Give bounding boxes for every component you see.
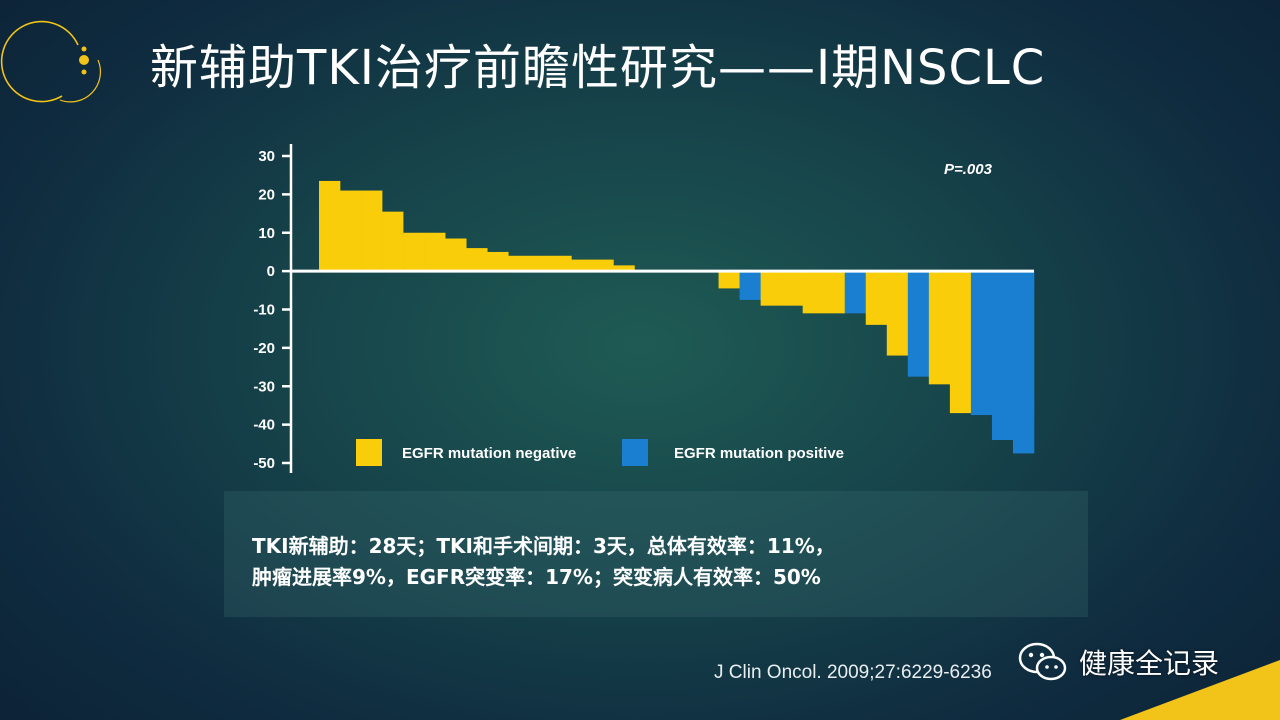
wechat-icon — [1018, 642, 1067, 681]
bar-negative — [613, 265, 635, 272]
summary-box — [224, 491, 1088, 617]
bar-negative — [760, 271, 782, 306]
bars-layer — [319, 180, 1035, 454]
legend-swatch-negative — [356, 439, 382, 466]
bar-negative — [424, 232, 446, 272]
bar-negative — [865, 271, 888, 325]
y-tick-label: 10 — [258, 225, 275, 242]
bar-negative — [319, 180, 341, 272]
bar-negative — [949, 271, 972, 414]
y-tick-label: 30 — [258, 148, 275, 165]
y-tick-label: -40 — [253, 417, 275, 434]
legend-label-negative: EGFR mutation negative — [402, 445, 576, 462]
bar-negative — [382, 211, 404, 272]
bar-positive — [907, 271, 930, 377]
bar-negative — [571, 259, 593, 272]
bar-negative — [802, 271, 825, 314]
summary-line-1: TKI新辅助：28天；TKI和手术间期：3天，总体有效率：11%， — [252, 534, 835, 558]
bar-negative — [403, 232, 425, 272]
bar-negative — [361, 190, 383, 272]
y-tick-label: 0 — [267, 263, 275, 280]
bar-negative — [928, 271, 951, 385]
citation: J Clin Oncol. 2009;27:6229-6236 — [714, 662, 992, 683]
bar-negative — [529, 255, 551, 272]
bar-positive — [1012, 271, 1035, 454]
y-tick-label: -30 — [253, 378, 275, 395]
bar-negative — [886, 271, 909, 356]
bar-negative — [445, 238, 467, 272]
y-tick-label: 20 — [258, 186, 275, 203]
bar-negative — [550, 255, 572, 272]
y-axis: 30 20 10 0 -10 -20 -30 -40 -50 — [253, 144, 293, 473]
bar-negative — [466, 248, 488, 272]
watermark-text: 健康全记录 — [1079, 647, 1220, 680]
bar-negative — [340, 190, 362, 272]
chart-legend: EGFR mutation negative EGFR mutation pos… — [356, 439, 844, 466]
slide-title: 新辅助TKI治疗前瞻性研究——I期NSCLC — [150, 40, 1046, 96]
bar-negative — [487, 251, 509, 272]
p-value-annotation: P=.003 — [944, 161, 993, 178]
bar-positive — [739, 271, 761, 300]
slide-logo — [0, 20, 102, 103]
corner-accent — [1120, 660, 1280, 720]
bar-positive — [844, 271, 867, 314]
legend-label-positive: EGFR mutation positive — [674, 445, 844, 462]
bar-negative — [508, 255, 530, 272]
bar-positive — [991, 271, 1014, 440]
bar-negative — [781, 271, 803, 306]
watermark: 健康全记录 — [1015, 637, 1219, 687]
bar-negative — [592, 259, 614, 272]
y-tick-label: -50 — [253, 455, 275, 472]
bar-negative — [718, 271, 740, 289]
y-tick-label: -20 — [253, 340, 275, 357]
summary-line-2: 肿瘤进展率9%，EGFR突变率：17%；突变病人有效率：50% — [252, 565, 821, 589]
bar-positive — [970, 271, 993, 416]
legend-swatch-positive — [622, 439, 648, 466]
bar-negative — [823, 271, 846, 314]
y-tick-label: -10 — [253, 302, 275, 319]
